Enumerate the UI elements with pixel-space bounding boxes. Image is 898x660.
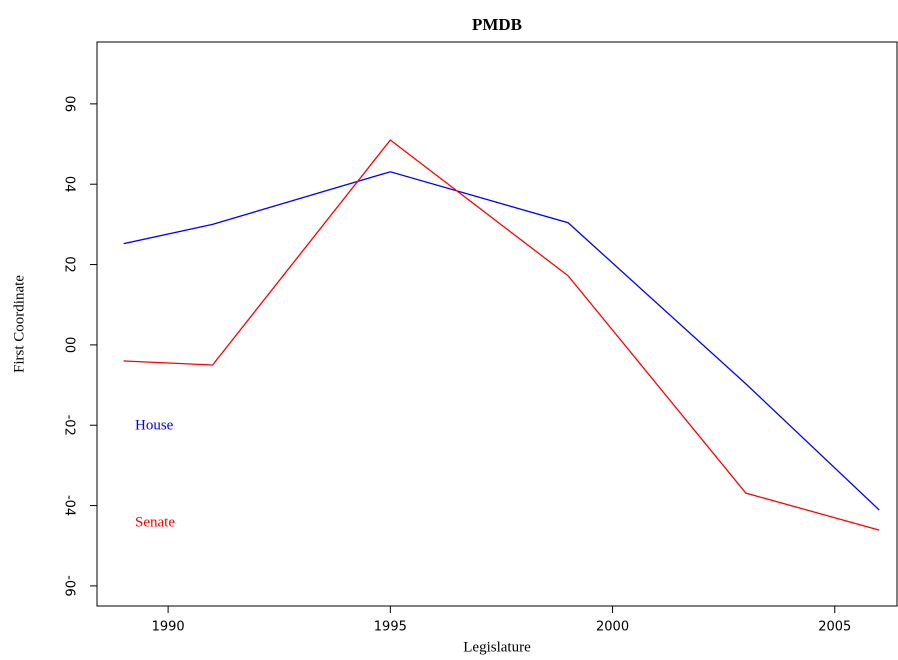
legend-label: House [135, 417, 174, 433]
x-tick-label: 2000 [596, 620, 629, 635]
y-tick-label: 00 [62, 337, 77, 354]
series-line [123, 139, 880, 531]
legend-label: Senate [135, 514, 175, 530]
x-tick-label: 2005 [818, 620, 851, 635]
x-axis-label: Legislature [463, 639, 531, 655]
x-tick-label: 1995 [374, 620, 407, 635]
y-tick-label: 02 [62, 256, 77, 273]
y-tick-label: -06 [62, 575, 77, 596]
plot-frame [96, 41, 898, 607]
y-tick-label: -04 [62, 495, 77, 516]
x-tick-label: 1990 [152, 620, 185, 635]
series-line [123, 171, 880, 511]
y-tick-label: 04 [62, 176, 77, 193]
chart-title: PMDB [472, 15, 522, 34]
y-tick-label: -02 [62, 415, 77, 436]
y-axis-label: First Coordinate [11, 275, 27, 373]
y-tick-label: 06 [62, 96, 77, 113]
